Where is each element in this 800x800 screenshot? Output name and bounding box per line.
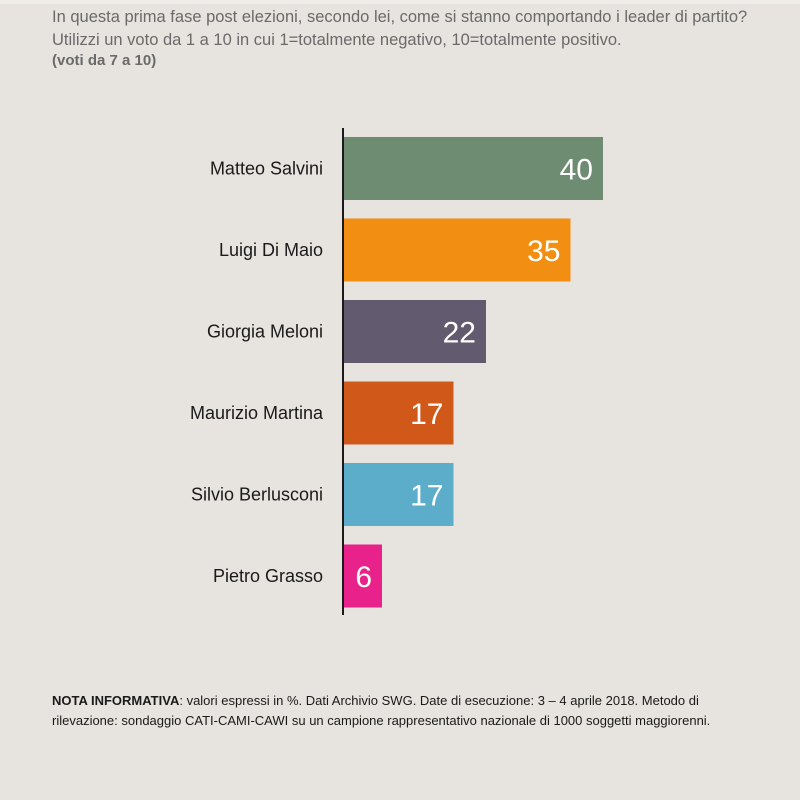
value-label: 22: [443, 317, 476, 350]
bar-maurizio-martina: [343, 381, 454, 445]
category-label: Pietro Grasso: [213, 566, 323, 586]
bar-giorgia-meloni: [343, 300, 486, 363]
category-label: Matteo Salvini: [210, 159, 323, 179]
bar-matteo-salvini: [343, 137, 603, 200]
top-strip: [0, 0, 800, 4]
chart-subtitle: (voti da 7 a 10): [52, 52, 157, 69]
category-label: Luigi Di Maio: [219, 240, 323, 260]
value-label: 40: [560, 154, 593, 187]
bar-pietro-grasso: [343, 544, 382, 608]
category-label: Silvio Berlusconi: [191, 485, 323, 505]
bar-luigi-di-maio: [343, 218, 571, 282]
category-label: Giorgia Meloni: [207, 322, 323, 342]
footnote-label: NOTA INFORMATIVA: [52, 693, 180, 708]
value-label: 35: [527, 235, 560, 268]
value-label: 6: [355, 561, 372, 594]
footnote: NOTA INFORMATIVA: valori espressi in %. …: [52, 691, 752, 731]
category-label: Maurizio Martina: [190, 403, 324, 423]
question-text: In questa prima fase post elezioni, seco…: [52, 8, 748, 49]
bar-silvio-berlusconi: [343, 463, 454, 526]
footnote-text: : valori espressi in %. Dati Archivio SW…: [52, 693, 711, 728]
value-label: 17: [410, 398, 443, 431]
value-label: 17: [410, 480, 443, 513]
